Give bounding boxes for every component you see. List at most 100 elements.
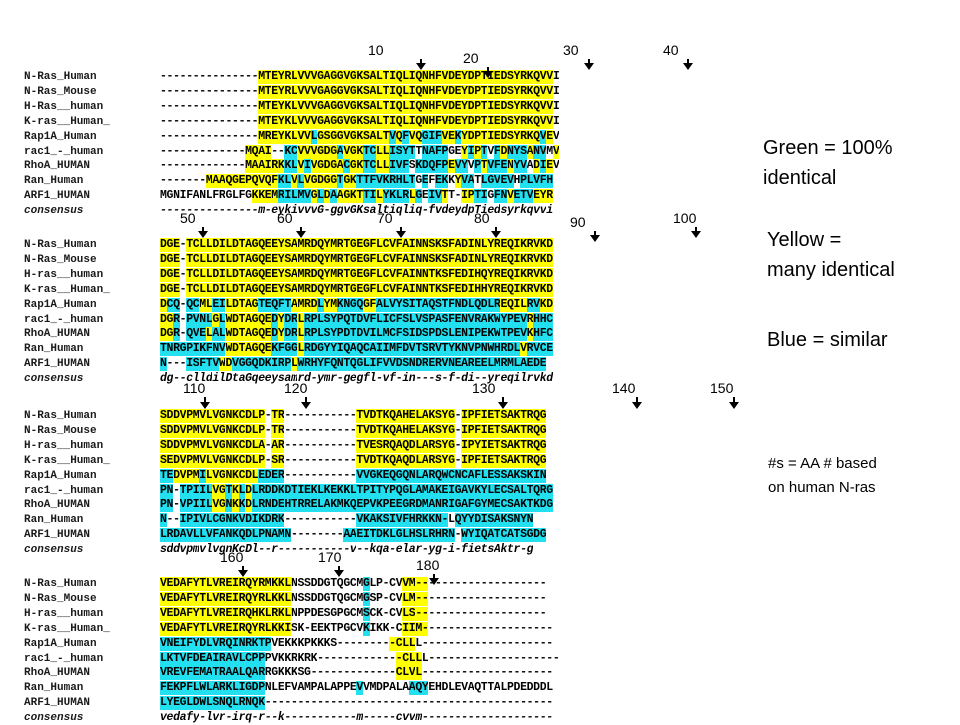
position-arrow (395, 227, 406, 238)
sequence-name: H-ras__human (24, 607, 104, 620)
sequence-name: N-Ras_Human (24, 239, 97, 251)
legend-note: #s = AA # based on human N-ras (768, 452, 877, 500)
sequence-name: consensus (24, 712, 84, 725)
sequence-name: RhoA_HUMAN (24, 328, 91, 341)
sequence-name: N-Ras_Mouse (24, 592, 97, 605)
position-arrow (197, 227, 208, 238)
position-label: 120 (284, 380, 308, 396)
position-label: 180 (416, 557, 440, 573)
legend-yellow: Yellow = many identical (767, 225, 895, 285)
legend-green-line2: identical (763, 167, 837, 189)
sequence-name: Ran_Human (24, 682, 84, 695)
position-label: 40 (663, 42, 679, 58)
legend-green: Green = 100% identical (763, 133, 893, 193)
position-label: 10 (368, 42, 384, 58)
position-label: 140 (612, 380, 636, 396)
position-arrow (483, 67, 493, 78)
sequence-name: ARF1_HUMAN (24, 358, 91, 371)
sequence-name: ARF1_HUMAN (24, 190, 91, 203)
position-label: 30 (563, 42, 579, 58)
position-arrow (631, 397, 642, 409)
sequence-name: rac1_-_human (24, 313, 104, 326)
position-arrow (683, 59, 693, 70)
position-arrow (300, 397, 311, 409)
sequence-name: K-ras__Human_ (24, 622, 110, 635)
position-arrow (199, 397, 210, 409)
sequence-name: H-Ras__human (24, 100, 104, 113)
sequence-name: ARF1_HUMAN (24, 529, 91, 542)
sequence-name: N-Ras_Mouse (24, 85, 97, 98)
position-label: 60 (277, 210, 293, 226)
sequence-name: H-ras__human (24, 439, 104, 452)
position-arrow (584, 59, 594, 70)
sequence-name: RhoA_HUMAN (24, 160, 91, 173)
sequence-name: rac1_-_human (24, 484, 104, 497)
position-label: 110 (183, 380, 206, 396)
sequence-name: ARF1_HUMAN (24, 697, 91, 710)
position-arrow (333, 566, 344, 577)
position-arrow (690, 227, 701, 238)
position-arrow (491, 227, 501, 238)
position-arrow (237, 566, 248, 577)
sequence-name: rac1_-_human (24, 652, 104, 665)
sequence-name: Rap1A_Human (24, 469, 97, 482)
legend-note-line2: on human N-ras (768, 479, 876, 496)
sequence-name: Ran_Human (24, 175, 84, 188)
sequence-name: RhoA_HUMAN (24, 499, 91, 512)
position-label: 130 (472, 380, 496, 396)
sequence-name: K-ras__Human_ (24, 115, 110, 128)
sequence-name: Ran_Human (24, 514, 84, 527)
position-arrow (416, 59, 426, 70)
position-arrow (429, 574, 439, 585)
sequence-name: Ran_Human (24, 343, 84, 356)
sequence-name: Rap1A_Human (24, 637, 97, 650)
sequence-name: consensus (24, 205, 84, 218)
sequence-name: consensus (24, 544, 84, 557)
sequence-name: N-Ras_Mouse (24, 424, 97, 437)
position-label: 90 (570, 214, 586, 230)
legend-blue: Blue = similar (767, 326, 888, 354)
position-label: 70 (377, 210, 393, 226)
position-arrow (498, 397, 508, 409)
position-label: 20 (463, 50, 479, 66)
position-label: 170 (318, 549, 342, 565)
sequence-name: K-ras__Human_ (24, 283, 110, 296)
sequence-name: K-ras__Human_ (24, 454, 110, 467)
position-arrow (728, 397, 739, 409)
sequence-name: N-Ras_Mouse (24, 253, 97, 266)
position-arrow (589, 231, 600, 242)
sequence-name: N-Ras_Human (24, 410, 97, 422)
legend-green-line1: Green = 100% (763, 137, 893, 159)
sequence-name: Rap1A_Human (24, 130, 97, 143)
position-arrow (296, 227, 306, 238)
sequence-name: rac1_-_human (24, 145, 104, 158)
